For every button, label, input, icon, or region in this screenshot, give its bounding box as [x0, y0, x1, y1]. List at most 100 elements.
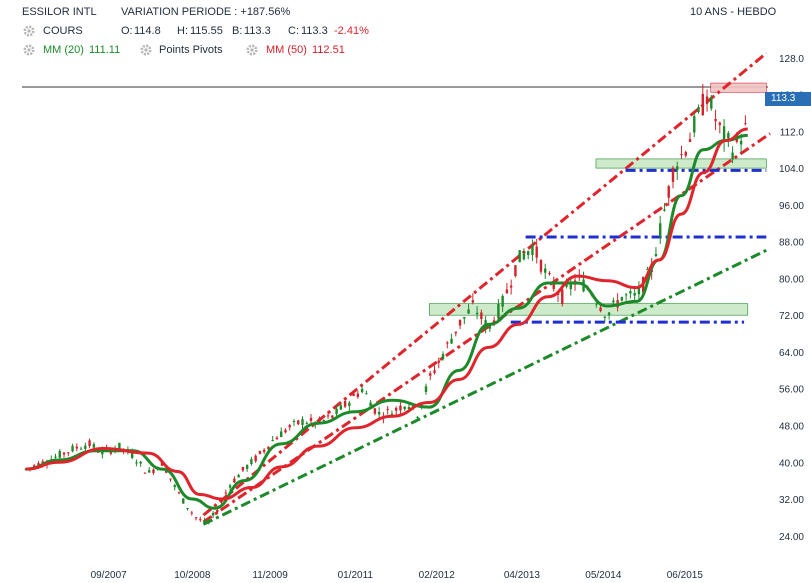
candle-body	[663, 209, 666, 211]
candle-body	[416, 416, 419, 418]
candle-body	[360, 388, 364, 393]
price-zone	[595, 158, 767, 169]
candle-body	[301, 419, 304, 425]
candle-body	[399, 405, 402, 411]
candle-body	[271, 440, 274, 442]
close-label: C:	[288, 25, 299, 37]
candle-body	[710, 96, 713, 109]
candle-body	[318, 418, 321, 422]
variation-periode: VARIATION PERIODE : +187.56%	[121, 6, 291, 18]
mm20-label: MM (20)	[43, 44, 84, 56]
y-tick-label: 72.00	[779, 311, 804, 322]
candle-body	[433, 370, 436, 373]
pivots-label: Points Pivots	[159, 44, 223, 56]
y-tick-label: 64.00	[779, 348, 804, 359]
candle-body	[688, 139, 692, 142]
candle-body	[224, 492, 228, 494]
candle-body	[739, 140, 743, 145]
candle-body	[233, 478, 236, 483]
candle-body	[671, 167, 675, 182]
candle-body	[331, 415, 334, 418]
x-tick-label: 05/2014	[585, 570, 622, 581]
x-tick-label: 09/2007	[91, 570, 128, 581]
y-tick-label: 88.00	[779, 238, 804, 249]
high-label: H:	[177, 25, 188, 37]
x-tick-label: 10/2008	[174, 570, 211, 581]
pivot-line	[202, 247, 771, 526]
candle-body	[501, 295, 504, 307]
gear-icon[interactable]	[23, 25, 35, 37]
candle-body	[539, 260, 543, 272]
mm20-value: 111.11	[89, 44, 121, 56]
candle-body	[646, 268, 649, 270]
candle-body	[654, 254, 658, 257]
candle-body	[676, 166, 679, 171]
candle-body	[718, 122, 722, 125]
candle-body	[659, 223, 662, 237]
candle-body	[335, 408, 338, 415]
y-tick-label: 48.00	[779, 421, 804, 432]
open-value: 114.8	[134, 25, 161, 37]
candle-body	[629, 291, 632, 294]
candle-body	[386, 408, 389, 410]
gear-icon[interactable]	[140, 44, 152, 56]
y-tick-label: 112.0	[780, 127, 805, 138]
candle-body	[680, 154, 683, 156]
candle-body	[548, 272, 551, 275]
period-label: 10 ANS - HEBDO	[690, 6, 777, 18]
low-value: 113.3	[244, 25, 271, 37]
y-tick-label: 56.00	[779, 385, 804, 396]
candle-body	[369, 402, 372, 408]
candle-body	[535, 246, 538, 258]
candle-body	[186, 508, 189, 510]
gear-icon[interactable]	[246, 44, 258, 56]
candle-body	[130, 452, 134, 458]
candle-body	[322, 419, 325, 421]
candle-body	[339, 405, 343, 410]
candle-body	[88, 440, 91, 447]
candle-body	[744, 123, 747, 125]
mm50-value: 112.51	[312, 44, 345, 56]
candle-body	[693, 116, 696, 133]
candle-body	[424, 386, 428, 392]
chart-header: ESSILOR INTL VARIATION PERIODE : +187.56…	[0, 0, 811, 60]
candle-body	[488, 324, 492, 329]
candle-body	[705, 96, 709, 104]
candle-body	[169, 478, 172, 480]
candle-body	[228, 485, 232, 488]
y-tick-label: 40.00	[779, 458, 804, 469]
y-tick-label: 96.00	[779, 201, 804, 212]
low-label: B:	[232, 25, 243, 37]
candle-body	[377, 412, 381, 415]
candle-body	[216, 509, 219, 513]
high-value: 115.55	[190, 25, 223, 37]
candle-body	[437, 360, 440, 363]
candle-body	[139, 461, 142, 464]
candle-body	[531, 245, 534, 256]
candle-body	[607, 312, 611, 316]
candle-body	[92, 444, 96, 448]
candle-body	[475, 312, 479, 315]
y-tick-label: 32.00	[779, 495, 804, 506]
candle-body	[514, 265, 517, 276]
candle-body	[305, 422, 308, 424]
candle-body	[731, 152, 734, 160]
candle-body	[241, 467, 245, 471]
candle-body	[250, 459, 253, 465]
candle-body	[509, 285, 513, 288]
candle-body	[33, 465, 36, 467]
x-tick-label: 06/2015	[667, 570, 704, 581]
candle-body	[497, 303, 500, 319]
candle-body	[54, 456, 57, 458]
candle-body	[569, 283, 572, 290]
close-value: 113.3	[301, 25, 328, 37]
gear-icon[interactable]	[23, 44, 35, 56]
candle-body	[309, 417, 313, 421]
candle-body	[343, 400, 347, 407]
candle-body	[454, 331, 458, 334]
candle-body	[561, 289, 564, 305]
candle-body	[62, 452, 66, 455]
candle-body	[667, 186, 670, 198]
candle-body	[292, 420, 296, 422]
